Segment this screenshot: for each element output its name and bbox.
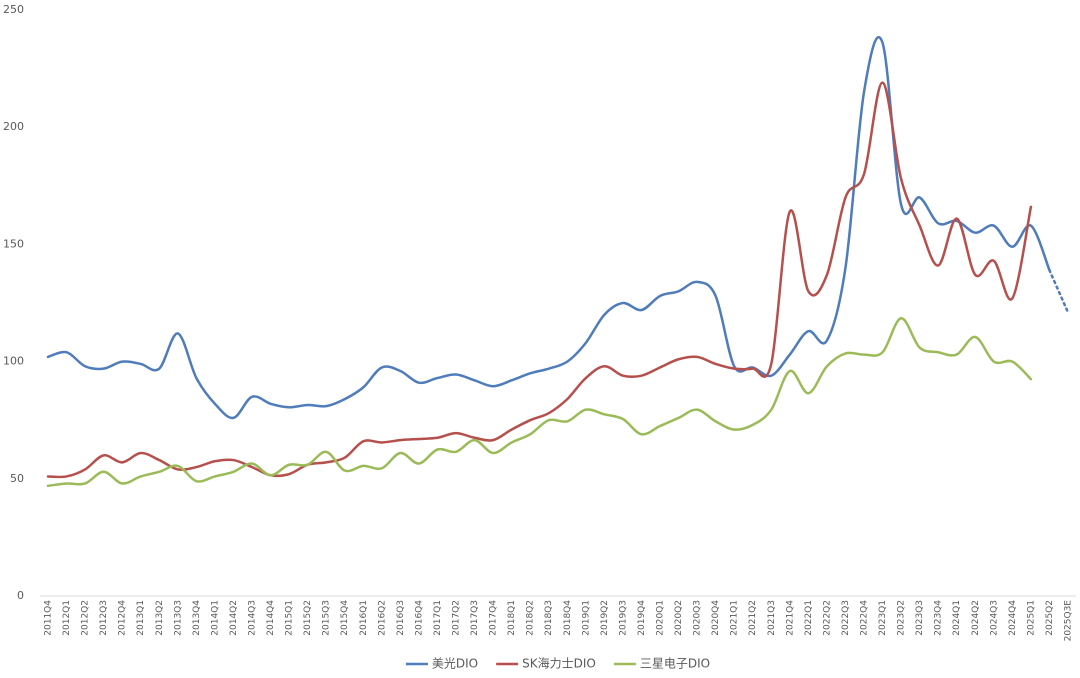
x-tick-label: 2021Q2 (748, 600, 758, 636)
x-tick-label: 2016Q3 (396, 600, 406, 636)
x-tick-label: 2019Q2 (600, 600, 610, 636)
x-tick-label: 2023Q4 (934, 600, 944, 636)
x-tick-label: 2021Q4 (785, 600, 795, 636)
x-tick-label: 2015Q1 (285, 600, 295, 636)
x-tick-label: 2013Q3 (173, 600, 183, 636)
y-tick-label: 250 (3, 3, 24, 16)
x-tick-label: 2022Q4 (860, 600, 870, 636)
x-tick-label: 2017Q4 (489, 600, 499, 636)
x-tick-label: 2014Q3 (248, 600, 258, 636)
line-series (46, 316, 1033, 488)
x-tick-label: 2025Q3E (1064, 600, 1074, 642)
x-tick-label: 2018Q2 (526, 600, 536, 636)
x-tick-label: 2025Q1 (1026, 600, 1036, 636)
x-tick-label: 2021Q3 (767, 600, 777, 636)
x-tick-label: 2011Q4 (44, 600, 54, 636)
x-tick-label: 2012Q3 (99, 600, 109, 636)
x-tick-label: 2021Q1 (730, 600, 740, 636)
x-tick-label: 2014Q1 (210, 600, 220, 636)
x-tick-label: 2017Q1 (433, 600, 443, 636)
x-tick-label: 2015Q4 (340, 600, 350, 636)
line-series (46, 81, 1033, 479)
x-tick-label: 2019Q3 (618, 600, 628, 636)
x-tick-label: 2016Q2 (377, 600, 387, 636)
x-tick-label: 2024Q1 (952, 600, 962, 636)
x-tick-label: 2023Q3 (915, 600, 925, 636)
x-tick-label: 2022Q3 (841, 600, 851, 636)
x-tick-label: 2016Q4 (414, 600, 424, 636)
y-tick-label: 100 (3, 355, 24, 368)
x-tick-label: 2014Q4 (266, 600, 276, 636)
x-tick-label: 2018Q1 (507, 600, 517, 636)
x-tick-label: 2013Q2 (155, 600, 165, 636)
line-series-projection (1048, 268, 1070, 314)
x-tick-label: 2023Q2 (897, 600, 907, 636)
x-tick-label: 2014Q2 (229, 600, 239, 636)
x-tick-label: 2018Q4 (563, 600, 573, 636)
x-tick-label: 2017Q3 (470, 600, 480, 636)
x-tick-label: 2016Q1 (359, 600, 369, 636)
x-tick-label: 2013Q4 (192, 600, 202, 636)
x-tick-label: 2015Q3 (322, 600, 332, 636)
y-tick-label: 200 (3, 120, 24, 133)
line-series (46, 35, 1051, 420)
y-tick-label: 150 (3, 237, 24, 250)
x-tick-label: 2020Q2 (674, 600, 684, 636)
x-tick-label: 2018Q3 (544, 600, 554, 636)
x-tick-label: 2017Q2 (452, 600, 462, 636)
y-tick-label: 0 (17, 589, 24, 602)
x-tick-label: 2015Q2 (303, 600, 313, 636)
x-tick-label: 2024Q4 (1008, 600, 1018, 636)
x-tick-label: 2020Q4 (711, 600, 721, 636)
x-tick-label: 2012Q4 (118, 600, 128, 636)
x-tick-label: 2020Q1 (656, 600, 666, 636)
x-tick-label: 2023Q1 (878, 600, 888, 636)
x-tick-label: 2022Q2 (822, 600, 832, 636)
legend-label: SK海力士DIO (522, 656, 596, 671)
x-tick-label: 2022Q1 (804, 600, 814, 636)
x-tick-label: 2019Q1 (581, 600, 591, 636)
x-tick-label: 2024Q3 (989, 600, 999, 636)
x-tick-label: 2019Q4 (637, 600, 647, 636)
x-tick-label: 2025Q2 (1045, 600, 1055, 636)
x-tick-label: 2020Q3 (693, 600, 703, 636)
x-tick-label: 2024Q2 (971, 600, 981, 636)
x-tick-label: 2012Q2 (81, 600, 91, 636)
legend-label: 三星电子DIO (640, 657, 710, 671)
y-tick-label: 50 (10, 472, 24, 485)
legend-label: 美光DIO (432, 657, 478, 671)
x-tick-label: 2013Q1 (136, 600, 146, 636)
x-tick-label: 2012Q1 (62, 600, 72, 636)
